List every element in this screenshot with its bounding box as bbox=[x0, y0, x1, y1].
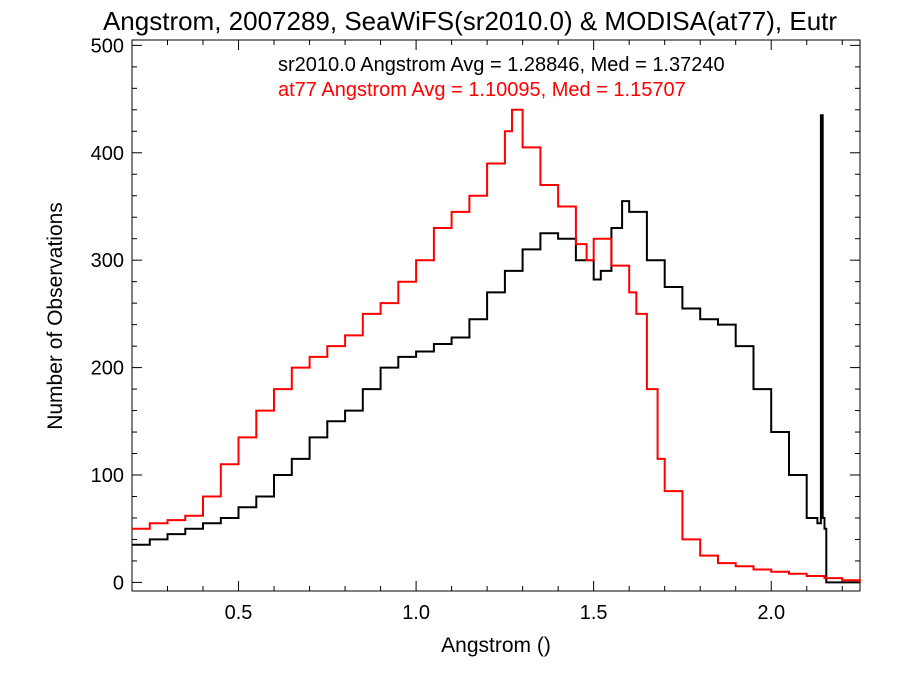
series-line-at77 bbox=[132, 108, 861, 583]
x-tick-label: 1.0 bbox=[402, 602, 430, 624]
y-tick-label: 400 bbox=[91, 143, 124, 165]
x-axis-label: Angstrom () bbox=[441, 634, 551, 657]
y-tick-label: 100 bbox=[91, 465, 124, 487]
x-tick-label: 0.5 bbox=[225, 602, 253, 624]
x-tick-label: 2.0 bbox=[757, 602, 785, 624]
chart-title: Angstrom, 2007289, SeaWiFS(sr2010.0) & M… bbox=[103, 6, 837, 36]
series-layer bbox=[132, 108, 861, 584]
x-tick-label: 1.5 bbox=[580, 602, 608, 624]
annotation-black-stats: sr2010.0 Angstrom Avg = 1.28846, Med = 1… bbox=[278, 54, 725, 76]
annotation-red-stats: at77 Angstrom Avg = 1.10095, Med = 1.157… bbox=[278, 79, 686, 101]
series-line-sr2010 bbox=[132, 114, 860, 584]
axis-ticks bbox=[131, 40, 860, 591]
y-tick-label: 500 bbox=[91, 35, 124, 57]
axis-tick-labels: 0.5 1.0 1.5 2.0 0 100 200 300 400 500 bbox=[91, 35, 786, 624]
plot-frame bbox=[131, 39, 861, 592]
y-tick-label: 0 bbox=[113, 572, 124, 594]
plot-border bbox=[131, 39, 861, 592]
y-tick-label: 300 bbox=[91, 250, 124, 272]
y-axis-label: Number of Observations bbox=[44, 202, 67, 430]
y-tick-label: 200 bbox=[91, 358, 124, 380]
